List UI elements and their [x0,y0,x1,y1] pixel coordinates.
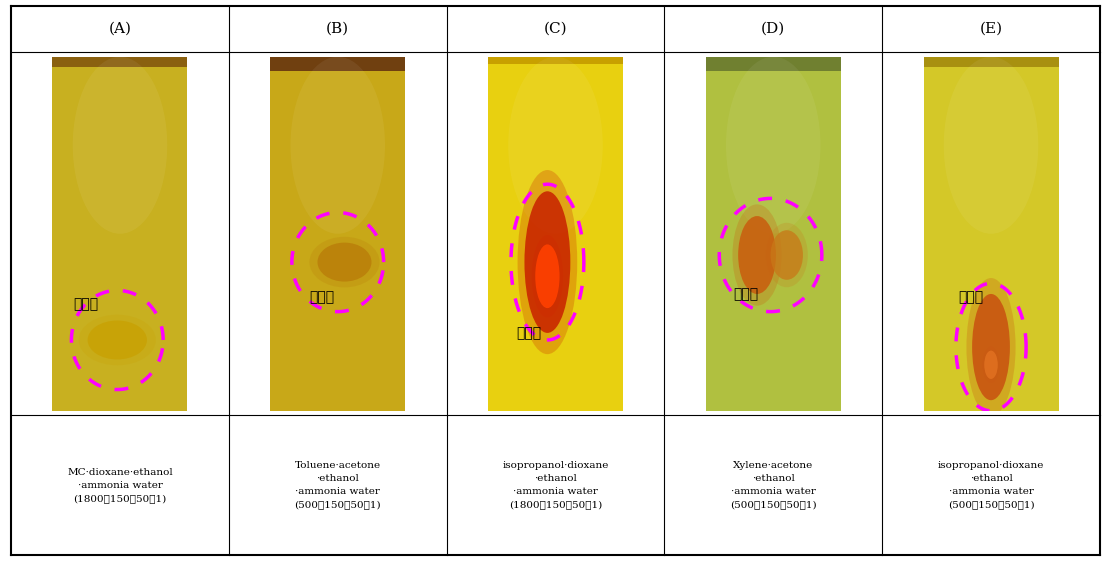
Ellipse shape [732,204,782,306]
Ellipse shape [972,294,1010,400]
Text: 주반점: 주반점 [73,297,99,311]
Text: (D): (D) [761,22,785,36]
Bar [923,57,1059,67]
Text: (B): (B) [327,22,349,36]
Ellipse shape [531,235,563,318]
Text: 주반점: 주반점 [516,326,541,340]
Text: 주반점: 주반점 [309,291,334,305]
Bar [52,57,188,67]
Bar [270,57,406,71]
Ellipse shape [982,346,1000,383]
Ellipse shape [72,57,168,234]
Ellipse shape [984,351,998,379]
Ellipse shape [88,320,147,360]
Ellipse shape [79,315,156,365]
Bar [488,57,623,64]
Ellipse shape [738,216,775,294]
Ellipse shape [725,57,821,234]
Ellipse shape [765,223,808,287]
Bar [705,57,841,71]
Ellipse shape [524,191,570,333]
Ellipse shape [290,57,386,234]
Text: Toluene·acetone
·ethanol
·ammonia water
(500：150：50：1): Toluene·acetone ·ethanol ·ammonia water … [294,461,381,509]
Ellipse shape [943,57,1039,234]
Ellipse shape [536,245,560,308]
Ellipse shape [967,278,1015,416]
Text: (C): (C) [543,22,568,36]
Ellipse shape [309,237,380,287]
Text: isopropanol·dioxane
·ethanol
·ammonia water
(500：150：50：1): isopropanol·dioxane ·ethanol ·ammonia wa… [938,461,1044,509]
Text: MC·dioxane·ethanol
·ammonia water
(1800：150：50：1): MC·dioxane·ethanol ·ammonia water (1800：… [67,467,173,503]
Text: (A): (A) [109,22,131,36]
Ellipse shape [771,230,803,280]
Ellipse shape [508,57,603,234]
Text: 주반점: 주반점 [958,291,983,305]
Text: (E): (E) [980,22,1002,36]
Text: Xylene·acetone
·ethanol
·ammonia water
(500：150：50：1): Xylene·acetone ·ethanol ·ammonia water (… [730,461,817,509]
Text: 주반점: 주반점 [733,287,759,301]
Ellipse shape [318,242,371,282]
Ellipse shape [518,170,578,354]
Text: isopropanol·dioxane
·ethanol
·ammonia water
(1800：150：50：1): isopropanol·dioxane ·ethanol ·ammonia wa… [502,461,609,509]
